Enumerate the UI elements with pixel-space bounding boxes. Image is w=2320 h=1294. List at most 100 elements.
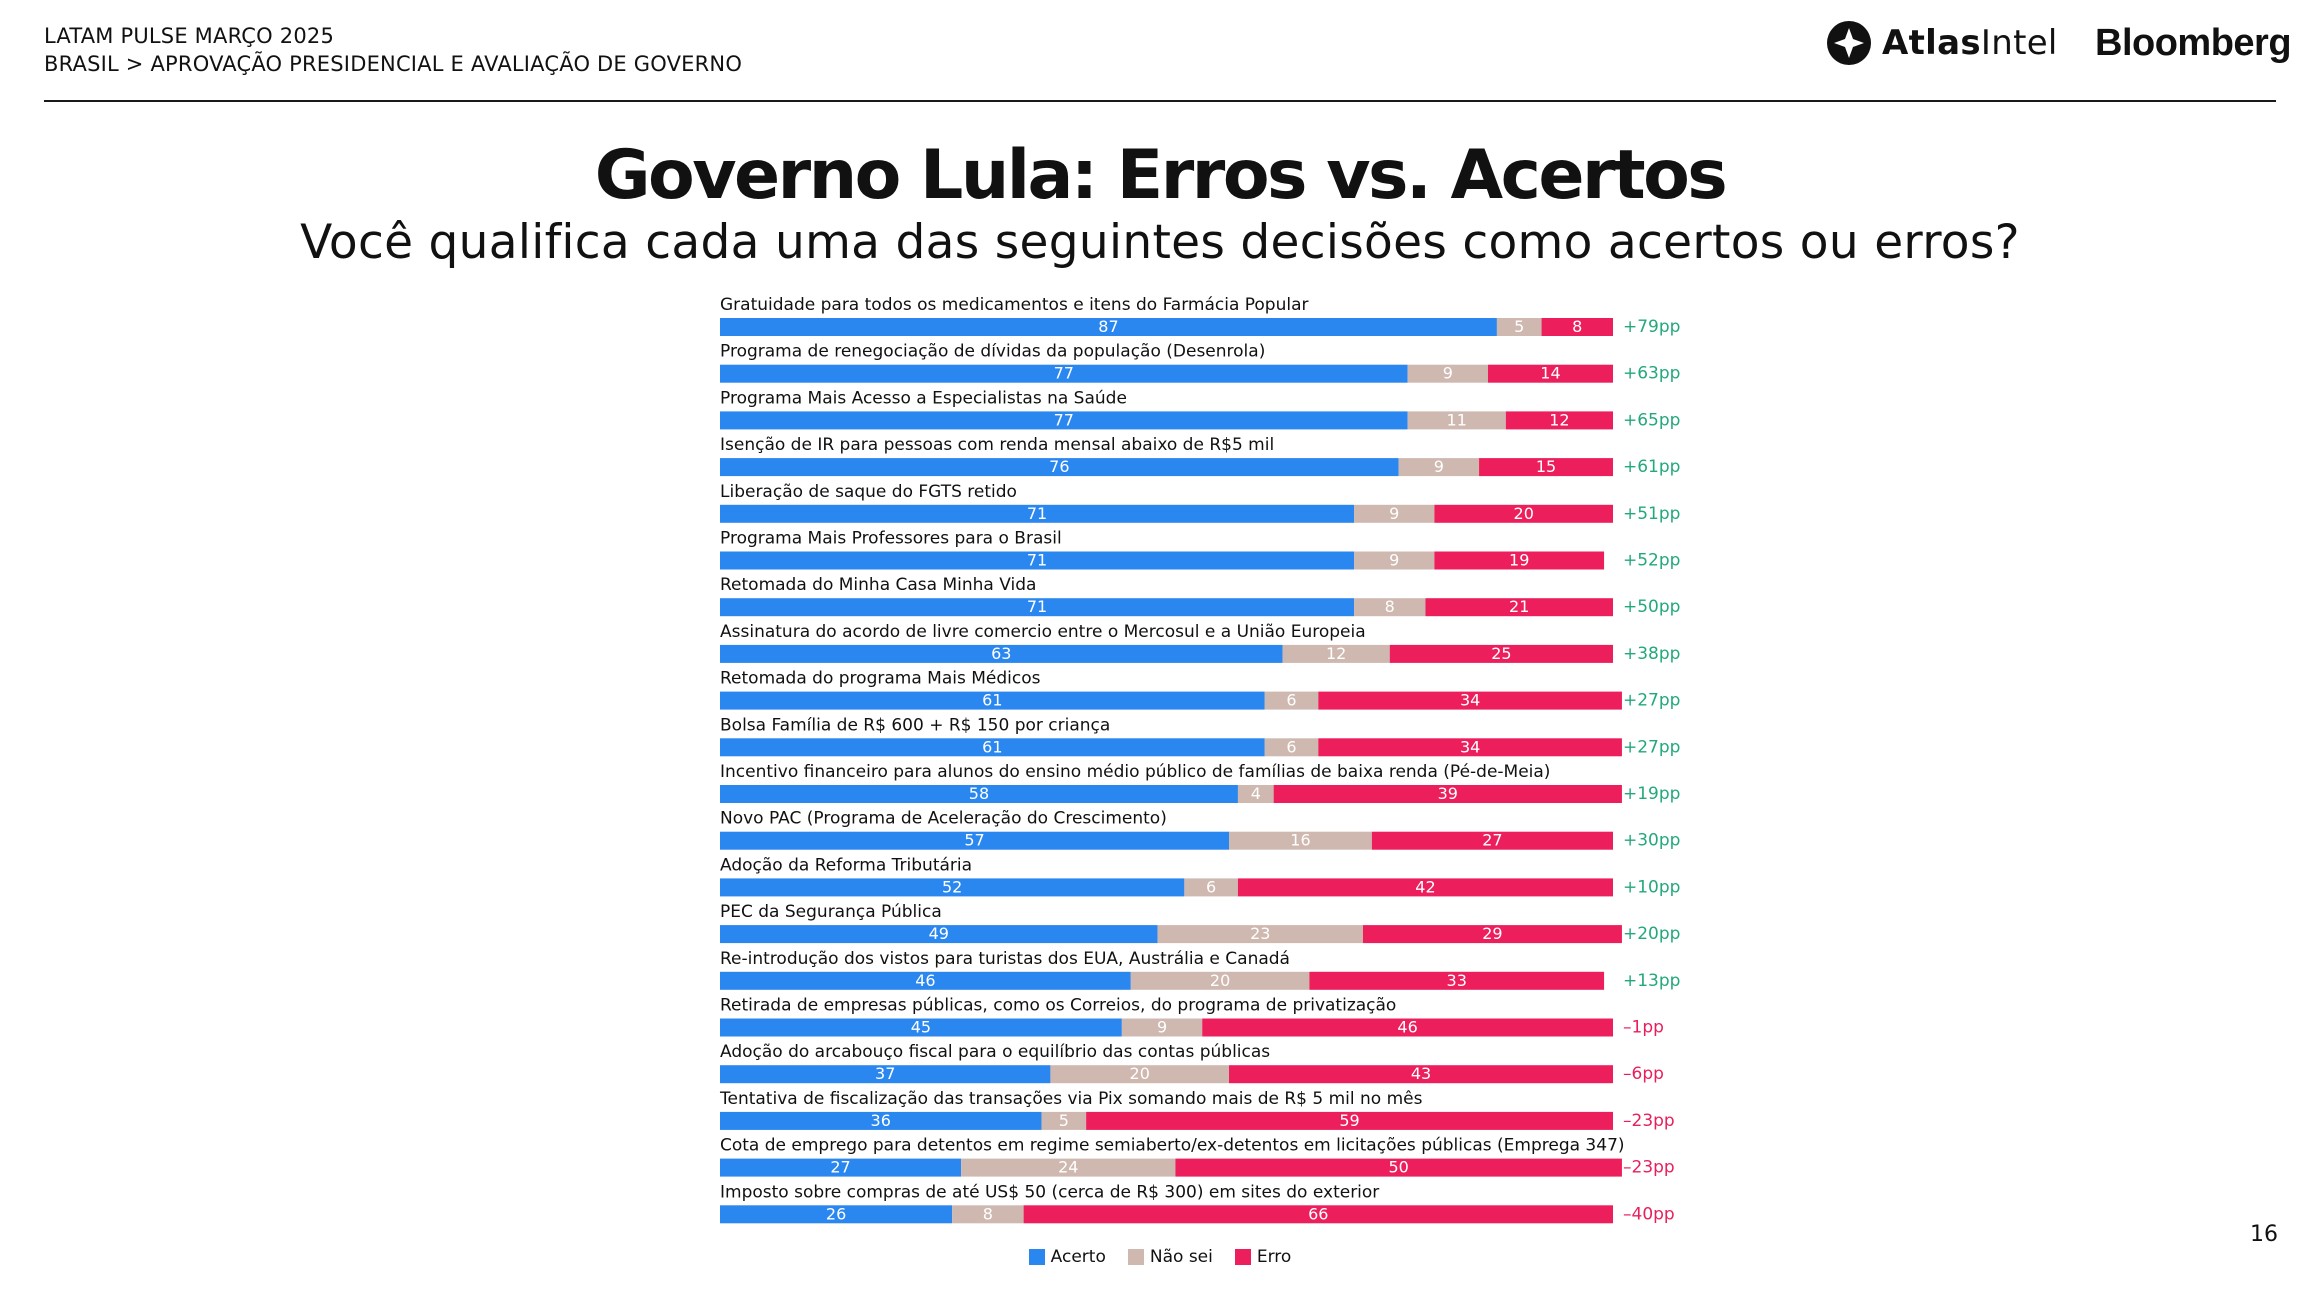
- bar-segment-nao-sei: [1229, 831, 1372, 850]
- bar-category-label: Tentativa de fiscalização das transações…: [719, 1089, 1423, 1109]
- bar-value-label-erro: 15: [1536, 457, 1556, 476]
- bar-value-label-erro: 43: [1411, 1064, 1431, 1083]
- chart-legend: Acerto Não sei Erro: [0, 1247, 2320, 1267]
- bar-segment-nao-sei: [1041, 1111, 1087, 1130]
- bar-segment-acerto: [720, 1205, 953, 1224]
- bar-segment-erro: [1318, 738, 1622, 757]
- legend-label-nao-sei: Não sei: [1149, 1247, 1213, 1267]
- bar-value-label-erro: 46: [1397, 1018, 1417, 1037]
- legend-label-erro: Erro: [1256, 1247, 1292, 1267]
- bar-value-label-erro: 59: [1339, 1111, 1359, 1130]
- bar-value-label-acerto: 52: [942, 877, 962, 896]
- bar-segment-nao-sei: [1354, 504, 1435, 523]
- bar-value-label-acerto: 61: [982, 691, 1002, 710]
- bar-value-label-erro: 21: [1509, 597, 1529, 616]
- net-score-label: –40pp: [1623, 1204, 1675, 1224]
- bar-category-label: Bolsa Família de R$ 600 + R$ 150 por cri…: [720, 715, 1110, 735]
- bar-value-label-acerto: 71: [1027, 597, 1047, 616]
- bar-segment-acerto: [720, 598, 1355, 617]
- bar-segment-nao-sei: [952, 1205, 1024, 1224]
- net-score-label: –6pp: [1623, 1064, 1664, 1084]
- bar-value-label-acerto: 57: [964, 831, 984, 850]
- net-score-label: +79pp: [1623, 317, 1680, 337]
- report-breadcrumb: BRASIL > APROVAÇÃO PRESIDENCIAL E AVALIA…: [44, 52, 743, 76]
- bar-value-label-erro: 34: [1460, 691, 1480, 710]
- bar-segment-erro: [1273, 785, 1622, 803]
- bar-value-label-erro: 14: [1540, 364, 1560, 383]
- bar-segment-acerto: [720, 738, 1265, 757]
- bar-segment-acerto: [720, 785, 1238, 803]
- bar-value-label-nao-sei: 6: [1286, 737, 1296, 756]
- bar-category-label: Incentivo financeiro para alunos do ensi…: [720, 762, 1550, 782]
- bar-value-label-erro: 19: [1509, 551, 1529, 570]
- bar-segment-acerto: [720, 458, 1399, 477]
- legend-item-acerto: Acerto: [1028, 1247, 1106, 1267]
- bar-category-label: Gratuidade para todos os medicamentos e …: [720, 295, 1309, 315]
- page-subtitle: Você qualifica cada uma das seguintes de…: [300, 215, 2020, 270]
- bar-value-label-acerto: 26: [826, 1204, 846, 1223]
- bar-category-label: Imposto sobre compras de até US$ 50 (cer…: [720, 1182, 1379, 1202]
- bar-value-label-nao-sei: 24: [1058, 1158, 1078, 1177]
- bar-segment-acerto: [720, 411, 1408, 430]
- bar-segment-nao-sei: [1398, 458, 1480, 477]
- bar-value-label-nao-sei: 9: [1443, 364, 1453, 383]
- bar-category-label: Retomada do Minha Casa Minha Vida: [720, 575, 1036, 595]
- net-score-label: +27pp: [1623, 691, 1680, 711]
- bar-segment-acerto: [720, 1018, 1122, 1037]
- bar-value-label-nao-sei: 8: [983, 1204, 993, 1223]
- bar-segment-nao-sei: [1496, 318, 1542, 336]
- legend-swatch-acerto: [1028, 1249, 1045, 1265]
- bar-segment-acerto: [720, 504, 1355, 523]
- bar-value-label-acerto: 71: [1027, 551, 1047, 570]
- bar-value-label-acerto: 36: [871, 1111, 891, 1130]
- bar-segment-erro: [1434, 551, 1605, 570]
- bar-value-label-acerto: 76: [1049, 457, 1069, 476]
- bar-value-label-erro: 25: [1491, 644, 1511, 663]
- bar-segment-acerto: [720, 1111, 1042, 1130]
- bar-value-label-nao-sei: 12: [1326, 644, 1346, 663]
- bar-value-label-erro: 27: [1482, 831, 1502, 850]
- bar-segment-nao-sei: [1354, 598, 1426, 617]
- bar-segment-nao-sei: [1130, 971, 1310, 990]
- bar-value-label-nao-sei: 5: [1514, 317, 1524, 336]
- net-score-label: +52pp: [1623, 551, 1680, 571]
- bar-segment-erro: [1229, 1065, 1613, 1084]
- bar-segment-erro: [1487, 364, 1613, 383]
- bar-value-label-acerto: 27: [830, 1158, 850, 1177]
- bar-value-label-nao-sei: 9: [1157, 1018, 1167, 1037]
- bar-value-label-nao-sei: 6: [1206, 877, 1216, 896]
- bar-segment-nao-sei: [1237, 785, 1274, 803]
- bar-segment-acerto: [720, 644, 1283, 663]
- net-score-label: +30pp: [1623, 831, 1680, 851]
- bar-category-label: Liberação de saque do FGTS retido: [720, 482, 1017, 502]
- net-score-label: –23pp: [1623, 1111, 1675, 1131]
- net-score-label: +10pp: [1623, 877, 1680, 897]
- net-score-label: +38pp: [1623, 644, 1680, 664]
- bar-value-label-acerto: 37: [875, 1064, 895, 1083]
- bar-segment-nao-sei: [961, 1158, 1176, 1177]
- atlasintel-wordmark: AtlasIntel: [1882, 23, 2058, 63]
- bar-value-label-acerto: 45: [911, 1018, 931, 1037]
- legend-item-nao-sei: Não sei: [1127, 1247, 1213, 1267]
- bar-value-label-erro: 34: [1460, 737, 1480, 756]
- bar-value-label-acerto: 61: [982, 737, 1002, 756]
- bar-value-label-acerto: 46: [915, 971, 935, 990]
- bar-segment-erro: [1434, 504, 1613, 523]
- bar-segment-nao-sei: [1407, 411, 1506, 430]
- bar-segment-nao-sei: [1121, 1018, 1203, 1037]
- bar-value-label-nao-sei: 20: [1130, 1064, 1150, 1083]
- bar-value-label-acerto: 71: [1027, 504, 1047, 523]
- bar-category-label: Re-introdução dos vistos para turistas d…: [720, 949, 1290, 969]
- bar-segment-erro: [1175, 1158, 1622, 1177]
- bar-segment-acerto: [720, 551, 1355, 570]
- net-score-label: –23pp: [1623, 1158, 1675, 1178]
- bar-segment-nao-sei: [1264, 738, 1319, 757]
- bar-segment-nao-sei: [1354, 551, 1435, 570]
- bar-value-label-acerto: 77: [1054, 410, 1074, 429]
- bar-value-label-nao-sei: 5: [1059, 1111, 1069, 1130]
- bar-value-label-acerto: 49: [929, 924, 949, 943]
- bar-segment-erro: [1541, 318, 1613, 336]
- bar-value-label-erro: 29: [1482, 924, 1502, 943]
- bar-value-label-erro: 20: [1514, 504, 1534, 523]
